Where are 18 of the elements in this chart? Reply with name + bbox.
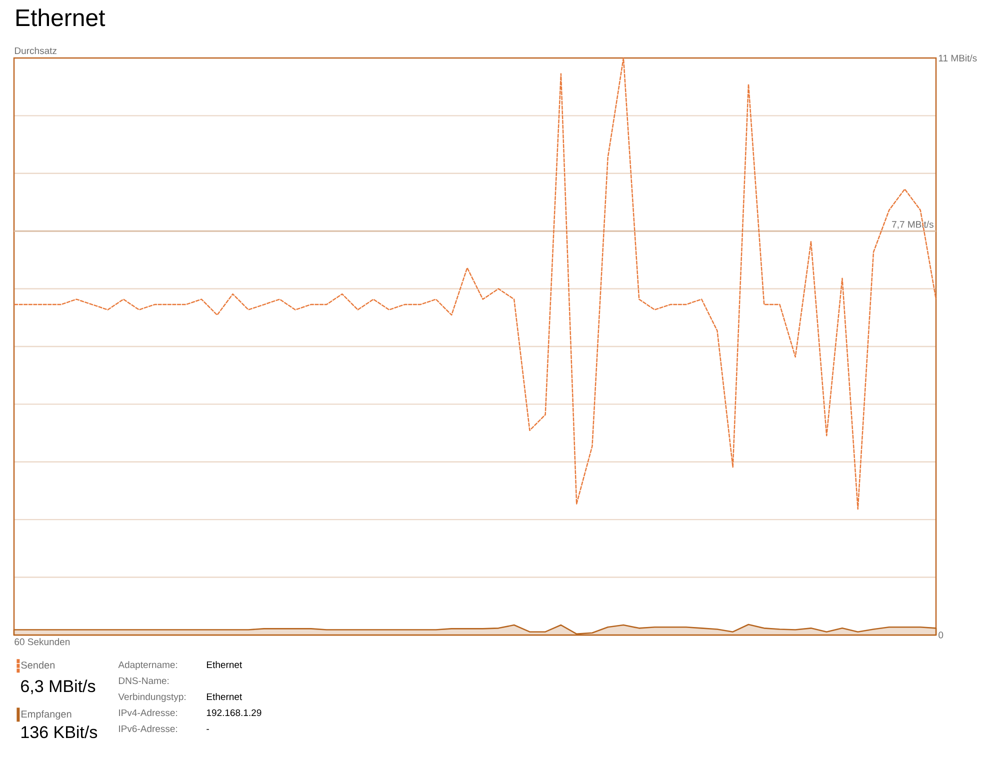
text: 192.168.1.29 [206,709,262,716]
text: 136 KBit/s [22,726,98,738]
chart-title: Ethernet [16,8,106,26]
text: - [206,729,209,730]
text: 6,3 MBit/s [21,680,96,694]
legend-label: Empfangen [22,710,72,720]
y-axis-title: Durchsatz [14,47,56,54]
text: Ethernet [206,661,242,668]
legend-label: Senden [21,661,55,669]
text: IPv6-Adresse: [119,725,177,732]
y-tick-label: 0 [938,632,944,638]
text: Adaptername: [118,661,177,670]
text: IPv4-Adresse: [119,709,177,716]
text: DNS-Name: [118,677,169,684]
text: Ethernet [206,693,242,700]
text: Verbindungstyp: [118,693,186,702]
y-tick-label: 11 MBit/s [938,54,977,62]
x-axis-title: 60 Sekunden [14,638,70,646]
